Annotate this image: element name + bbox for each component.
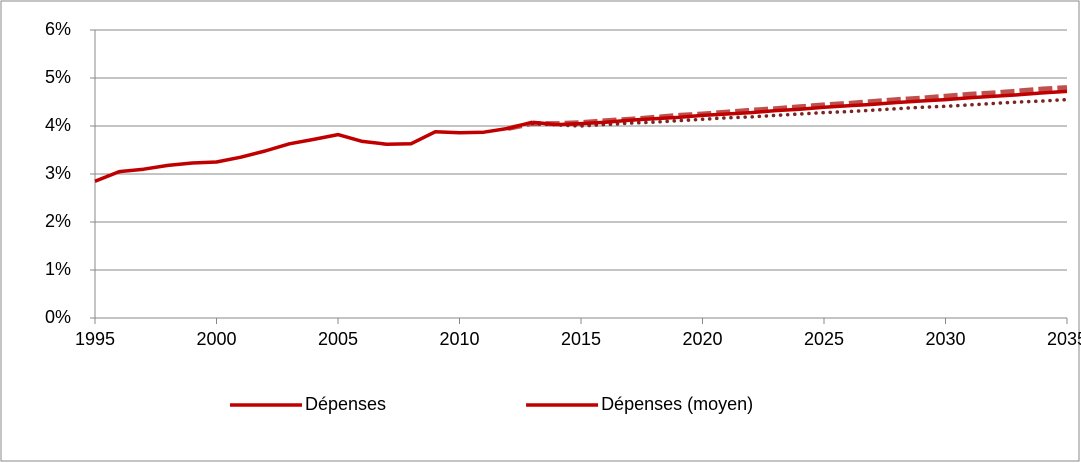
x-tick-label: 2030 bbox=[925, 329, 965, 349]
series-line bbox=[530, 97, 1069, 128]
x-tick-label: 2000 bbox=[196, 329, 236, 349]
y-tick-label: 5% bbox=[45, 67, 71, 87]
series-line bbox=[532, 89, 1068, 127]
x-tick-label: 2035 bbox=[1047, 329, 1081, 349]
y-tick-label: 1% bbox=[45, 259, 71, 279]
y-tick-label: 6% bbox=[45, 19, 71, 39]
y-tick-label: 3% bbox=[45, 163, 71, 183]
x-tick-label: 2005 bbox=[318, 329, 358, 349]
legend-label: Dépenses (moyen) bbox=[601, 394, 753, 414]
legend-label: Dépenses bbox=[305, 394, 386, 414]
x-tick-label: 2010 bbox=[439, 329, 479, 349]
x-tick-label: 1995 bbox=[75, 329, 115, 349]
y-tick-label: 2% bbox=[45, 211, 71, 231]
series-line bbox=[507, 85, 1068, 131]
x-tick-label: 2025 bbox=[804, 329, 844, 349]
x-tick-label: 2020 bbox=[682, 329, 722, 349]
y-tick-label: 0% bbox=[45, 307, 71, 327]
y-tick-label: 4% bbox=[45, 115, 71, 135]
series-line bbox=[94, 120, 533, 183]
x-tick-label: 2015 bbox=[561, 329, 601, 349]
